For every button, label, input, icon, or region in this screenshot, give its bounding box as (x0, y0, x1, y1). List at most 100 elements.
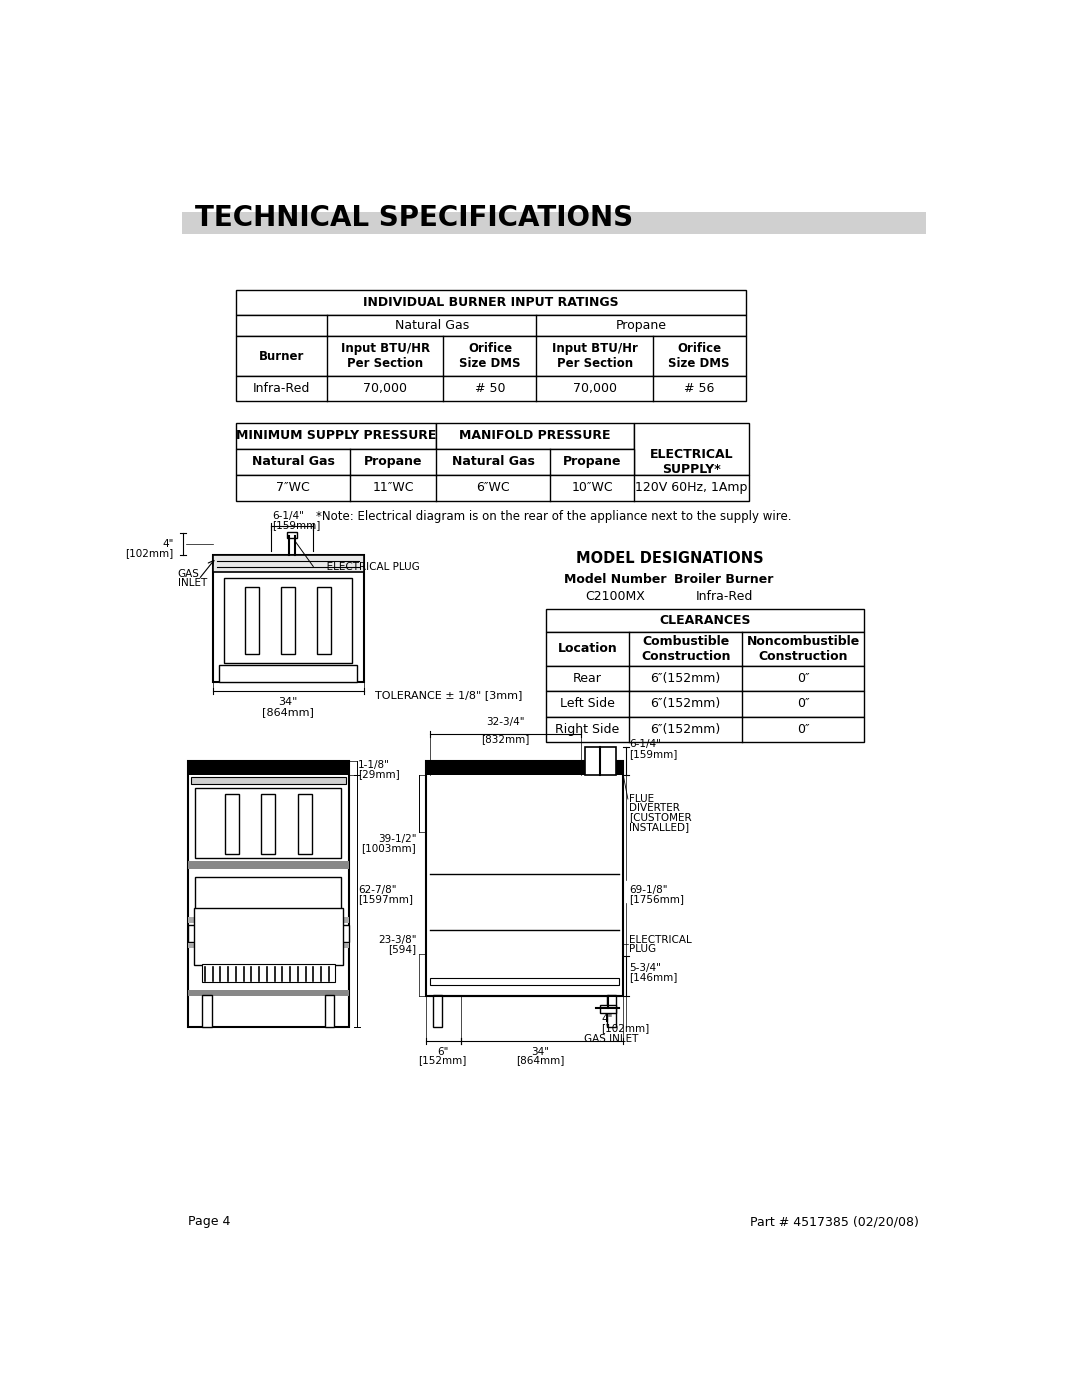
Bar (194, 908, 342, 965)
Text: 70,000: 70,000 (363, 383, 407, 395)
Text: # 50: # 50 (475, 383, 505, 395)
Bar (235, 376, 745, 401)
Bar (188, 862, 349, 869)
Text: [864mm]: [864mm] (516, 1056, 564, 1066)
Text: 6″(152mm): 6″(152mm) (650, 697, 720, 711)
Text: GAS: GAS (177, 569, 200, 580)
Text: INLET: INLET (177, 578, 207, 588)
Text: [29mm]: [29mm] (359, 770, 400, 780)
Text: Orifice
Size DMS: Orifice Size DMS (459, 342, 521, 370)
Text: 6-1/4": 6-1/4" (630, 739, 661, 749)
Bar (235, 337, 745, 376)
Bar (281, 587, 295, 654)
Bar (430, 978, 619, 985)
Bar (202, 995, 212, 1027)
Text: Left Side: Left Side (561, 697, 615, 711)
Bar (195, 877, 341, 915)
Text: 6": 6" (437, 1046, 448, 1058)
Text: 0″: 0″ (797, 722, 809, 736)
Text: [159mm]: [159mm] (272, 520, 321, 529)
Text: DIVERTER: DIVERTER (630, 803, 680, 813)
Bar (545, 666, 864, 692)
Text: # 56: # 56 (684, 383, 714, 395)
Bar (202, 964, 335, 982)
Text: Infra-Red: Infra-Red (253, 383, 310, 395)
Text: [832mm]: [832mm] (481, 735, 529, 745)
Text: [1003mm]: [1003mm] (362, 844, 416, 854)
Text: [1756mm]: [1756mm] (630, 894, 685, 904)
Text: Propane: Propane (364, 455, 422, 468)
Bar (188, 761, 349, 775)
Text: 32-3/4": 32-3/4" (486, 717, 524, 726)
Bar (426, 761, 623, 775)
Text: 6″(152mm): 6″(152mm) (650, 672, 720, 685)
Text: FLUE: FLUE (630, 793, 654, 805)
Bar (325, 995, 334, 1027)
Text: 69-1/8": 69-1/8" (630, 884, 667, 894)
Text: INDIVIDUAL BURNER INPUT RATINGS: INDIVIDUAL BURNER INPUT RATINGS (363, 296, 619, 309)
Bar (188, 943, 349, 947)
Bar (188, 916, 349, 923)
Bar (225, 578, 352, 662)
Text: MODEL DESIGNATIONS: MODEL DESIGNATIONS (576, 550, 764, 566)
Bar (235, 422, 435, 448)
Text: [CUSTOMER: [CUSTOMER (630, 813, 692, 823)
Text: PLUG: PLUG (630, 944, 657, 954)
Bar (634, 422, 748, 475)
Text: 6″WC: 6″WC (476, 482, 510, 495)
Bar (188, 761, 349, 1027)
Text: Infra-Red: Infra-Red (696, 590, 753, 602)
Bar (287, 532, 297, 538)
Text: 34": 34" (531, 1046, 549, 1058)
Bar (584, 747, 616, 775)
Text: 11″WC: 11″WC (373, 482, 414, 495)
Text: 6″(152mm): 6″(152mm) (650, 722, 720, 736)
Bar (545, 692, 864, 717)
Text: [152mm]: [152mm] (418, 1056, 467, 1066)
Text: INSTALLED]: INSTALLED] (630, 821, 689, 831)
Bar (245, 587, 259, 654)
Text: 23-3/8": 23-3/8" (378, 935, 416, 944)
Bar (435, 422, 634, 448)
Bar (545, 609, 864, 631)
Text: [1597mm]: [1597mm] (359, 894, 414, 904)
Text: 39-1/2": 39-1/2" (378, 834, 416, 844)
Bar (261, 793, 275, 854)
Text: Natural Gas: Natural Gas (252, 455, 335, 468)
Text: ELECTRICAL
SUPPLY*: ELECTRICAL SUPPLY* (650, 448, 733, 476)
Bar (181, 211, 926, 233)
Text: [594]: [594] (388, 944, 416, 954)
Bar (235, 475, 748, 502)
Text: [159mm]: [159mm] (630, 749, 678, 759)
Bar (298, 793, 312, 854)
Text: [102mm]: [102mm] (125, 549, 174, 559)
Text: 0″: 0″ (797, 697, 809, 711)
Text: [864mm]: [864mm] (262, 707, 314, 717)
Bar (191, 777, 346, 784)
Text: TECHNICAL SPECIFICATIONS: TECHNICAL SPECIFICATIONS (195, 204, 634, 232)
Text: ELECTRICAL: ELECTRICAL (630, 935, 692, 944)
Text: 62-7/8": 62-7/8" (359, 884, 396, 894)
Text: TOLERANCE ± 1/8" [3mm]: TOLERANCE ± 1/8" [3mm] (375, 690, 523, 700)
Text: Input BTU/HR
Per Section: Input BTU/HR Per Section (341, 342, 430, 370)
Bar (235, 314, 745, 337)
Bar (225, 793, 239, 854)
Text: Natural Gas: Natural Gas (394, 319, 469, 332)
Text: MANIFOLD PRESSURE: MANIFOLD PRESSURE (459, 429, 610, 441)
Bar (545, 631, 864, 666)
Text: Broiler Burner: Broiler Burner (674, 573, 773, 585)
Text: GAS INLET: GAS INLET (584, 1034, 638, 1044)
Text: Propane: Propane (563, 455, 621, 468)
Bar (235, 291, 745, 314)
Text: 70,000: 70,000 (572, 383, 617, 395)
Text: — ELECTRICAL PLUG: — ELECTRICAL PLUG (313, 562, 420, 571)
Text: 34": 34" (279, 697, 298, 707)
Text: Propane: Propane (616, 319, 666, 332)
Text: [102mm]: [102mm] (602, 1024, 650, 1034)
Text: C2100MX: C2100MX (585, 590, 646, 602)
Text: CLEARANCES: CLEARANCES (659, 613, 751, 627)
Text: Page 4: Page 4 (188, 1215, 230, 1228)
Text: 7″WC: 7″WC (276, 482, 310, 495)
Text: 6-1/4": 6-1/4" (272, 511, 305, 521)
Text: 4": 4" (602, 1014, 613, 1024)
